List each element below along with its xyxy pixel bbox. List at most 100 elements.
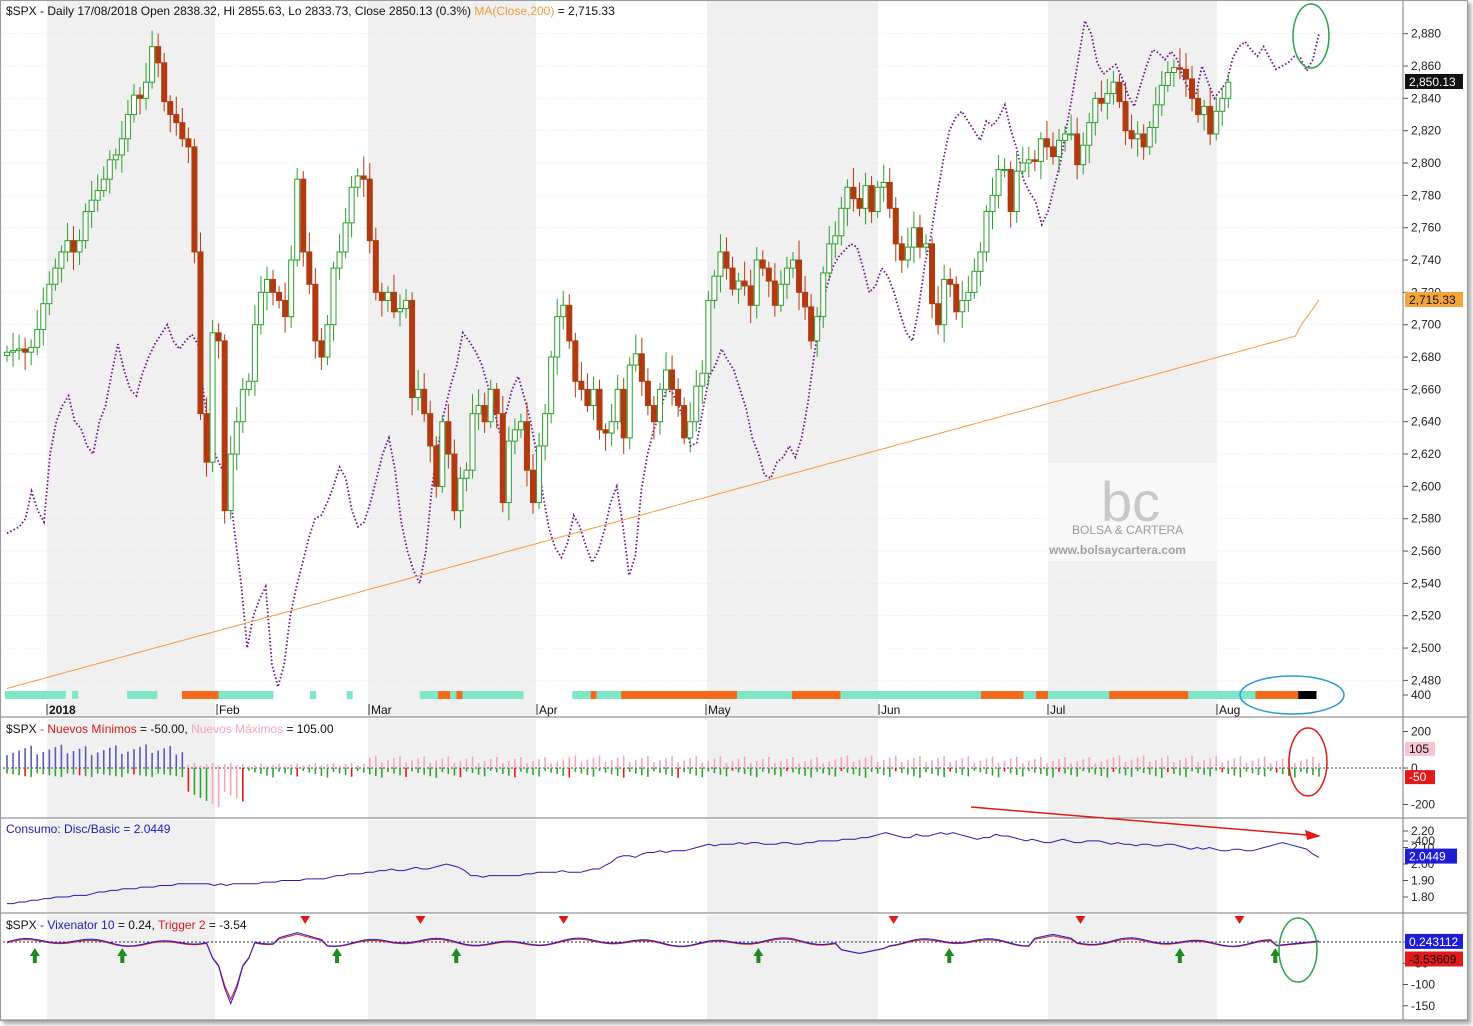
red-highlight-ellipse bbox=[1288, 727, 1328, 797]
vix-title-part: $SPX bbox=[6, 918, 37, 932]
nuevos-max-tag bbox=[1405, 741, 1435, 756]
consumo-last-label: 2.0449 bbox=[1409, 850, 1446, 864]
candle-body bbox=[149, 46, 156, 83]
candle-body bbox=[989, 194, 996, 213]
signal-band-segment bbox=[621, 691, 737, 699]
candle-body bbox=[481, 405, 488, 423]
candle-body bbox=[372, 240, 379, 293]
sell-arrow-icon bbox=[1234, 916, 1245, 924]
candle-body bbox=[82, 211, 89, 242]
consumo-line bbox=[7, 832, 1320, 905]
candle-body bbox=[596, 388, 603, 431]
candle-body bbox=[499, 413, 506, 504]
nuevos-title-part: Nuevos Máximos bbox=[191, 722, 283, 736]
candle-body bbox=[1080, 144, 1087, 166]
signal-band-segment bbox=[572, 691, 591, 699]
signal-band-segment bbox=[840, 691, 981, 699]
candle-body bbox=[916, 227, 923, 248]
consumo-title: Consumo: Disc/Basic = 2.0449 bbox=[6, 822, 171, 836]
trigger-line bbox=[6, 933, 1320, 1001]
candle-body bbox=[396, 308, 403, 313]
signal-band-segment bbox=[218, 691, 274, 699]
blue-highlight-ellipse bbox=[1239, 675, 1345, 715]
candle-body bbox=[1098, 97, 1105, 104]
candle-body bbox=[1049, 146, 1056, 158]
candle-body bbox=[1146, 126, 1153, 148]
candle-body bbox=[832, 235, 839, 245]
candle-body bbox=[548, 356, 555, 415]
consumo-tick-label: 2.20 bbox=[1411, 824, 1435, 838]
nuevos-title-part: = -50.00, bbox=[137, 722, 191, 736]
month-label: Mar bbox=[371, 703, 392, 717]
candle-body bbox=[94, 190, 101, 201]
candle-body bbox=[1068, 133, 1075, 136]
signal-band-segment bbox=[462, 691, 524, 699]
candle-body bbox=[1164, 72, 1171, 86]
candle-body bbox=[1176, 67, 1183, 70]
month-label: Apr bbox=[539, 703, 558, 717]
vixenator-line bbox=[6, 932, 1320, 1005]
candle-body bbox=[904, 246, 911, 261]
candle-body bbox=[777, 283, 784, 306]
candle-body bbox=[58, 251, 65, 269]
candle-body bbox=[451, 453, 458, 512]
signal-band-segment bbox=[310, 691, 317, 699]
candle-body bbox=[656, 388, 663, 423]
candle-body bbox=[554, 316, 561, 358]
candle-body bbox=[1043, 138, 1050, 148]
candle-body bbox=[16, 348, 23, 352]
price-tick-label: 2,820 bbox=[1411, 124, 1441, 138]
ma200-line bbox=[6, 299, 1320, 689]
candle-body bbox=[1122, 101, 1129, 132]
candle-body bbox=[759, 259, 766, 269]
candle-body bbox=[324, 324, 331, 358]
candle-body bbox=[221, 340, 228, 512]
candle-body bbox=[1019, 162, 1026, 172]
shaded-month-column bbox=[1048, 1, 1217, 717]
candle-body bbox=[439, 421, 446, 487]
candle-body bbox=[1170, 67, 1177, 74]
candle-body bbox=[415, 388, 422, 398]
candle-body bbox=[971, 270, 978, 293]
price-tick-label: 2,660 bbox=[1411, 382, 1441, 396]
candle-body bbox=[892, 207, 899, 245]
signal-band-segment bbox=[1035, 691, 1049, 699]
shaded-month-column bbox=[368, 1, 536, 717]
candle-body bbox=[735, 280, 742, 290]
candle-body bbox=[257, 291, 264, 326]
candle-body bbox=[1225, 81, 1232, 99]
nuevos-tick-label: 200 bbox=[1411, 725, 1431, 739]
signal-band-segment bbox=[72, 691, 79, 699]
candle-body bbox=[802, 291, 809, 308]
candle-body bbox=[239, 388, 246, 423]
candle-body bbox=[282, 299, 289, 318]
candle-body bbox=[1152, 104, 1159, 128]
candle-body bbox=[644, 380, 651, 407]
candle-body bbox=[765, 267, 772, 282]
candle-body bbox=[663, 369, 670, 390]
vix-title-part: - Vixenator 10 bbox=[37, 918, 115, 932]
candle-body bbox=[1110, 81, 1117, 95]
price-tick-label: 2,860 bbox=[1411, 59, 1441, 73]
consumo-tick-label: 1.80 bbox=[1411, 890, 1435, 904]
candle-body bbox=[1158, 84, 1165, 106]
nuevos-tick-label: -400 bbox=[1411, 834, 1435, 848]
candle-body bbox=[294, 178, 301, 261]
candle-body bbox=[179, 122, 186, 140]
candle-body bbox=[403, 299, 410, 310]
candle-body bbox=[711, 275, 718, 301]
trigger-last-label: -3.53609 bbox=[1409, 953, 1457, 967]
vix-tick-label: -150 bbox=[1411, 999, 1435, 1013]
candle-body bbox=[796, 259, 803, 293]
candle-body bbox=[947, 278, 954, 285]
buy-arrow-icon bbox=[753, 948, 764, 963]
candle-body bbox=[1013, 170, 1020, 213]
nuevos-max-label: 105 bbox=[1409, 742, 1429, 756]
candle-body bbox=[983, 211, 990, 253]
vix-last-label: 0.243112 bbox=[1409, 935, 1458, 949]
candle-body bbox=[270, 278, 277, 293]
candle-body bbox=[1213, 110, 1220, 135]
candle-body bbox=[106, 159, 113, 180]
candle-body bbox=[789, 259, 796, 269]
vix-tick-label: -100 bbox=[1411, 978, 1435, 992]
